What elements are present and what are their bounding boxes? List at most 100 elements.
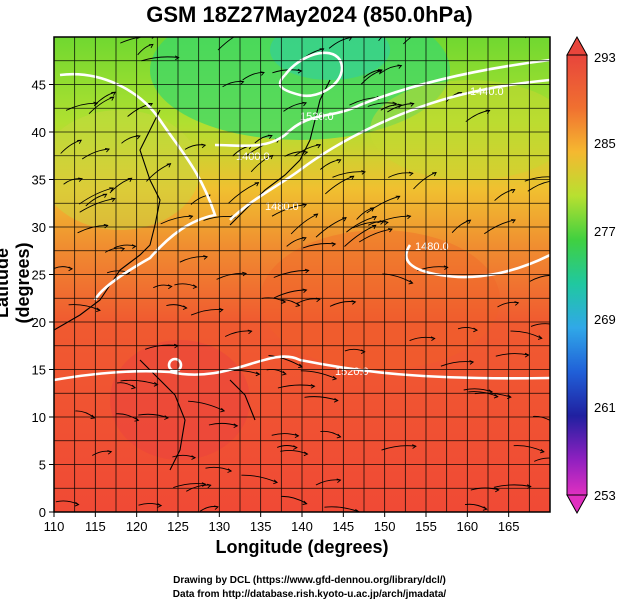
streamline bbox=[300, 370, 337, 380]
streamline-arrowhead bbox=[371, 224, 377, 230]
streamline-arrowhead bbox=[241, 31, 245, 35]
lat-tick-labels: 0 5 10 15 20 25 30 35 40 45 bbox=[32, 78, 54, 520]
streamline-arrowhead bbox=[281, 371, 287, 376]
streamline-arrowhead bbox=[120, 246, 126, 252]
streamline bbox=[294, 144, 321, 157]
lat-tick-label: 10 bbox=[32, 410, 46, 425]
lat-tick-label: 45 bbox=[32, 78, 46, 93]
streamline-arrowhead bbox=[164, 415, 169, 420]
streamline-arrowhead bbox=[96, 307, 101, 313]
contour-1480-east bbox=[404, 244, 550, 279]
colorbar-tick-label: 277 bbox=[594, 224, 616, 239]
streamline bbox=[534, 457, 550, 462]
streamline-arrowhead bbox=[551, 274, 555, 278]
streamline bbox=[173, 483, 206, 489]
streamline-arrowhead bbox=[336, 478, 342, 484]
streamline-arrowhead bbox=[511, 219, 516, 224]
lon-tick-labels: 110 115 120 125 130 135 140 145 150 155 160 165 bbox=[44, 512, 520, 534]
streamline bbox=[190, 308, 223, 316]
streamline bbox=[463, 388, 493, 393]
streamline-arrowhead bbox=[107, 450, 113, 455]
streamline bbox=[281, 495, 307, 505]
streamline-arrowhead bbox=[412, 444, 417, 449]
lon-tick-label: 130 bbox=[208, 519, 230, 534]
streamline-arrowhead bbox=[510, 189, 516, 194]
streamline-arrowhead bbox=[148, 103, 154, 108]
streamline-arrowhead bbox=[148, 43, 154, 49]
streamline-arrowhead bbox=[302, 288, 308, 294]
colorbar-bottom-arrow bbox=[566, 494, 588, 515]
streamline-arrowhead bbox=[171, 32, 175, 36]
streamline bbox=[527, 180, 550, 192]
contour-label: 1440.0 bbox=[470, 86, 504, 98]
contour-label: 1400.0 bbox=[236, 151, 270, 163]
streamline bbox=[533, 415, 550, 421]
streamline bbox=[272, 69, 302, 74]
streamline-arrowhead bbox=[167, 284, 173, 290]
streamline bbox=[495, 353, 529, 357]
streamline-arrowhead bbox=[336, 159, 342, 164]
lat-tick-label: 40 bbox=[32, 125, 46, 140]
streamline bbox=[68, 304, 101, 311]
typhoon-center bbox=[167, 357, 183, 373]
lon-tick-label: 145 bbox=[332, 519, 354, 534]
streamline bbox=[332, 171, 366, 178]
streamline-arrowhead bbox=[302, 203, 308, 208]
lon-tick-label: 110 bbox=[44, 519, 65, 534]
streamline-arrowhead bbox=[201, 482, 207, 487]
streamline bbox=[228, 182, 259, 204]
streamline-arrowhead bbox=[552, 176, 556, 180]
streamline-arrowhead bbox=[188, 214, 194, 220]
streamline bbox=[79, 187, 114, 205]
colorbar-tick-labels: 293 285 277 269 261 253 bbox=[594, 50, 616, 503]
streamline-arrowhead bbox=[514, 301, 520, 306]
streamline-arrowhead bbox=[90, 414, 96, 419]
contour-label: 1480.0 bbox=[415, 241, 449, 253]
lon-tick-label: 155 bbox=[415, 519, 437, 534]
streamline bbox=[324, 175, 354, 195]
streamline-arrowhead bbox=[105, 148, 110, 153]
contour-1440 bbox=[229, 78, 550, 221]
streamline-arrowhead bbox=[319, 48, 325, 53]
streamline-arrowhead bbox=[313, 213, 319, 218]
lon-tick-label: 135 bbox=[250, 519, 272, 534]
streamline bbox=[484, 219, 516, 235]
streamline-arrowhead bbox=[218, 307, 224, 313]
streamline-arrowhead bbox=[203, 255, 209, 260]
streamline-arrowhead bbox=[392, 28, 396, 32]
streamline bbox=[280, 450, 308, 455]
streamline-arrowhead bbox=[303, 150, 309, 156]
streamline-arrowhead bbox=[247, 329, 253, 335]
x-axis-label: Longitude (degrees) bbox=[215, 537, 389, 557]
streamline-arrowhead bbox=[392, 101, 398, 107]
map-title: GSM 18Z27May2024 (850.0hPa) bbox=[146, 2, 473, 27]
streamline bbox=[513, 445, 545, 453]
streamline-arrowhead bbox=[543, 27, 547, 31]
lat-tick-label: 25 bbox=[32, 268, 46, 283]
streamline-arrowhead bbox=[233, 423, 239, 429]
streamline-arrowhead bbox=[526, 484, 532, 489]
streamline-arrowhead bbox=[372, 216, 378, 221]
streamline-arrowhead bbox=[206, 483, 212, 489]
streamline-arrowhead bbox=[295, 302, 301, 307]
streamline bbox=[324, 506, 359, 512]
colorbar-tick-label: 253 bbox=[594, 488, 616, 503]
contour-1520-south bbox=[54, 355, 550, 382]
streamline-arrowhead bbox=[406, 214, 412, 220]
streamline-arrowhead bbox=[397, 64, 403, 69]
contour-label: 1480.0 bbox=[265, 201, 299, 213]
lat-tick-label: 35 bbox=[32, 173, 46, 188]
streamline-arrowhead bbox=[332, 375, 338, 381]
streamline bbox=[88, 96, 114, 115]
colorbar-tick-label: 269 bbox=[594, 312, 616, 327]
lon-tick-label: 160 bbox=[456, 519, 478, 534]
streamline-arrowhead bbox=[213, 505, 219, 510]
streamline bbox=[217, 37, 235, 51]
streamline-arrowhead bbox=[482, 506, 488, 511]
streamline-arrowhead bbox=[267, 134, 273, 139]
streamline-arrowhead bbox=[310, 384, 316, 389]
streamline-arrowhead bbox=[102, 193, 108, 198]
streamline-arrowhead bbox=[349, 175, 355, 180]
streamline-arrowhead bbox=[388, 228, 393, 233]
